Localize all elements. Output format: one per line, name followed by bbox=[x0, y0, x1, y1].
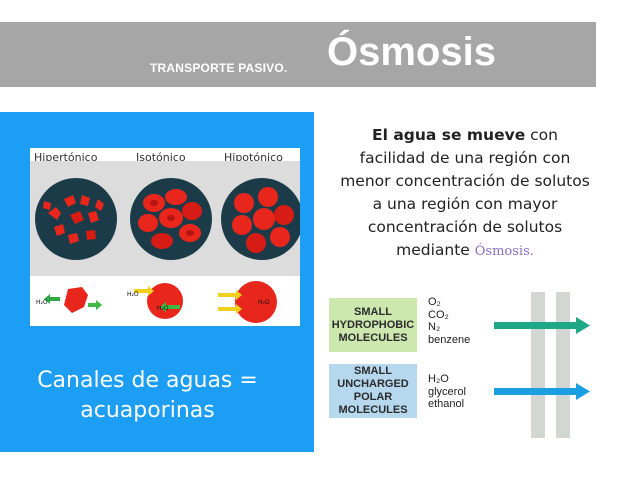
isotonic-cell bbox=[134, 283, 183, 319]
description-text: con facilidad de una región con menor co… bbox=[340, 126, 590, 259]
label-hypotonic: Hipotónico bbox=[224, 151, 283, 164]
cell-osmosis-row bbox=[30, 277, 300, 326]
label-hypertonic: Hipertónico bbox=[34, 151, 98, 164]
polar-molecule-list: H₂O glycerol ethanol bbox=[428, 373, 466, 411]
molecule: ethanol bbox=[428, 398, 465, 410]
aquaporin-caption: Canales de aguas = acuaporinas bbox=[20, 366, 275, 426]
hydrophobic-box-label: SMALL HYDROPHOBIC MOLECULES bbox=[331, 305, 415, 344]
membrane-diagram bbox=[494, 292, 590, 438]
cell-dishes bbox=[30, 161, 303, 276]
red-blood-cell-figure: Hipertónico Isotónico Hipotónico bbox=[30, 148, 303, 326]
hypertonic-cell bbox=[44, 287, 102, 313]
description-bold: El agua se mueve bbox=[372, 126, 526, 144]
hypotonic-cell bbox=[218, 281, 277, 323]
hydrophobic-molecules-box: SMALL HYDROPHOBIC MOLECULES bbox=[329, 298, 417, 352]
molecule: O₂ bbox=[428, 296, 441, 308]
hydrophobic-molecule-list: O₂ CO₂ N₂ benzene bbox=[428, 296, 470, 346]
cell-dishes-drawing bbox=[35, 178, 303, 260]
description-term: Ósmosis. bbox=[474, 244, 534, 259]
green-arrow bbox=[494, 317, 590, 334]
molecule: glycerol bbox=[428, 385, 466, 398]
molecule: N₂ bbox=[428, 321, 441, 333]
h2o-label: H₂O bbox=[157, 305, 169, 312]
h2o-label: H₂O bbox=[127, 291, 139, 298]
polar-box-label: SMALL UNCHARGED POLAR MOLECULES bbox=[337, 365, 409, 416]
blue-arrow bbox=[494, 383, 590, 400]
hypotonic-dish bbox=[221, 178, 303, 260]
label-isotonic: Isotónico bbox=[136, 151, 186, 164]
isotonic-dish bbox=[130, 178, 212, 260]
h2o-label: H₂O bbox=[258, 299, 270, 306]
molecule: benzene bbox=[428, 333, 471, 346]
aquaporin-line-1: Canales de aguas = bbox=[37, 368, 258, 393]
slide-title: Ósmosis bbox=[327, 30, 496, 74]
osmosis-description: El agua se mueve con facilidad de una re… bbox=[340, 124, 590, 263]
h2o-label: H₂O bbox=[36, 299, 48, 306]
molecule: CO₂ bbox=[428, 308, 449, 321]
header-bar bbox=[0, 22, 596, 87]
hypertonic-dish bbox=[35, 178, 117, 260]
molecule: H₂O bbox=[428, 373, 449, 385]
slide-subtitle: TRANSPORTE PASIVO. bbox=[150, 61, 288, 75]
membrane-layer bbox=[556, 292, 570, 438]
polar-molecules-box: SMALL UNCHARGED POLAR MOLECULES bbox=[329, 364, 417, 418]
membrane-layer bbox=[531, 292, 545, 438]
aquaporin-line-2: acuaporinas bbox=[80, 398, 215, 423]
cell-osmosis-drawing bbox=[44, 281, 277, 323]
